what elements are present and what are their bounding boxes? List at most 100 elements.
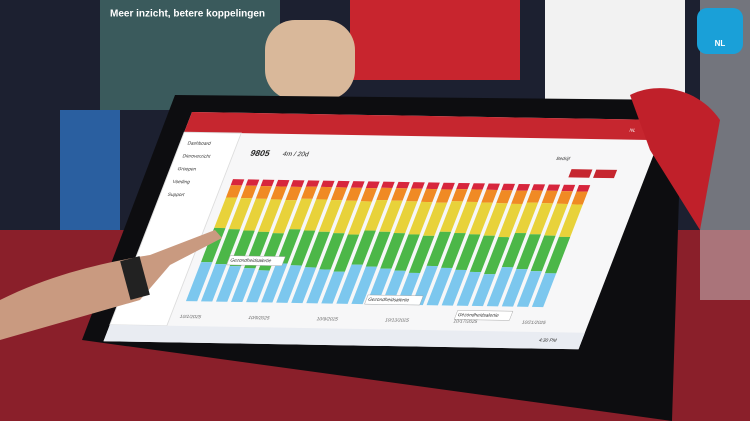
bar-segment [365,181,380,189]
bar-segment [319,233,345,270]
stool [60,110,120,240]
bar-segment [439,201,463,232]
bar-segment [484,236,510,275]
alert-label: Gezondheidsalertie [367,297,410,303]
banner-panel [100,0,280,110]
bar-segment [289,198,313,230]
bar-segment [423,202,448,236]
bar-segment [347,201,372,235]
bar-segment [261,263,288,303]
bar-segment [225,185,242,198]
bar-segment [556,191,573,204]
banner-text: Meer inzicht, betere koppelingen [110,9,265,20]
alert-tooltip [364,294,424,306]
bar-segment [318,199,343,232]
bar-segment [305,180,320,187]
bar-chart [185,179,591,308]
bar-segment [333,234,360,272]
bar-segment [501,269,528,307]
bar-segment [486,183,501,190]
bar-segment [544,236,571,274]
bar-segment [426,267,453,306]
screen: Dashboard Dieroverzicht Groepen Voeding Supp… [103,112,668,350]
date-label: 10/9/2025 [316,316,340,322]
animal-age: 4m / 20d [281,151,310,158]
bar-segment [531,184,546,191]
bar-segment [541,190,558,204]
bar-segment [501,232,527,268]
date-label: 10/17/2025 [452,319,478,325]
date-label: 10/13/2025 [384,318,410,324]
bar-segment [185,262,213,302]
bar-segment [320,180,335,188]
bar-segment [544,203,568,236]
bar-segment [486,267,514,307]
date-label: 10/5/2025 [247,315,271,321]
bar-segment [576,184,591,192]
bar-segment [214,197,238,229]
bar-segment [231,268,256,303]
bar-segment [411,182,425,189]
bar-segment [526,190,543,203]
menu-item: Groepen [176,166,197,172]
bar-segment [469,235,496,273]
bar-segment [471,183,485,190]
bar-segment [304,231,330,268]
bar-segment [330,187,348,201]
bar-segment [391,188,408,201]
bar-segment [516,271,542,307]
prev-button[interactable] [568,169,593,178]
bar-segment [394,234,420,271]
bar-segment [530,235,556,272]
bar-segment [351,266,378,305]
bar-segment [498,203,523,238]
bar-segment [345,187,363,201]
menu-item: Voeding [171,179,191,185]
bar-segment [496,190,513,204]
bar-segment [396,181,410,189]
bar-segment [321,271,345,304]
bar-segment [350,181,365,188]
bar-segment [216,266,242,302]
bar-segment [455,234,481,271]
monitor [545,0,685,100]
bar-segment [406,188,423,202]
date-label: 10/21/2025 [521,320,547,326]
bar-segment [511,190,528,205]
bar-segment [481,189,498,203]
menu-item: Dieroverzicht [181,154,212,160]
bar-segment [270,186,287,200]
bar-segment [230,179,245,186]
next-button[interactable] [593,169,618,179]
bar-segment [456,182,470,190]
badge-text: NL [715,39,726,48]
bar-segment [531,273,557,308]
date-label: 10/1/2025 [179,314,203,320]
bar-segment [469,202,493,235]
bar-segment [260,179,275,187]
bar-segment [301,186,318,199]
person [265,20,355,100]
bar-segment [421,188,438,203]
red-wall [350,0,520,80]
alert-tooltip [453,310,514,321]
bar-segment [435,189,453,203]
bar-segment [351,230,376,265]
bar-segment [483,203,508,236]
bar-segment [454,201,478,234]
bar-segment [571,191,588,205]
bar-segment [441,232,466,269]
bar-segment [200,264,227,302]
bar-segment [255,186,272,199]
bar-segment [215,229,241,265]
bar-segment [306,269,331,304]
bar-segment [333,200,358,234]
bar-segment [291,267,317,304]
bar-segment [258,199,282,232]
bar-segment [272,200,297,234]
bar-segment [515,202,539,234]
bar-segment [285,186,302,201]
bar-segment [561,184,576,192]
